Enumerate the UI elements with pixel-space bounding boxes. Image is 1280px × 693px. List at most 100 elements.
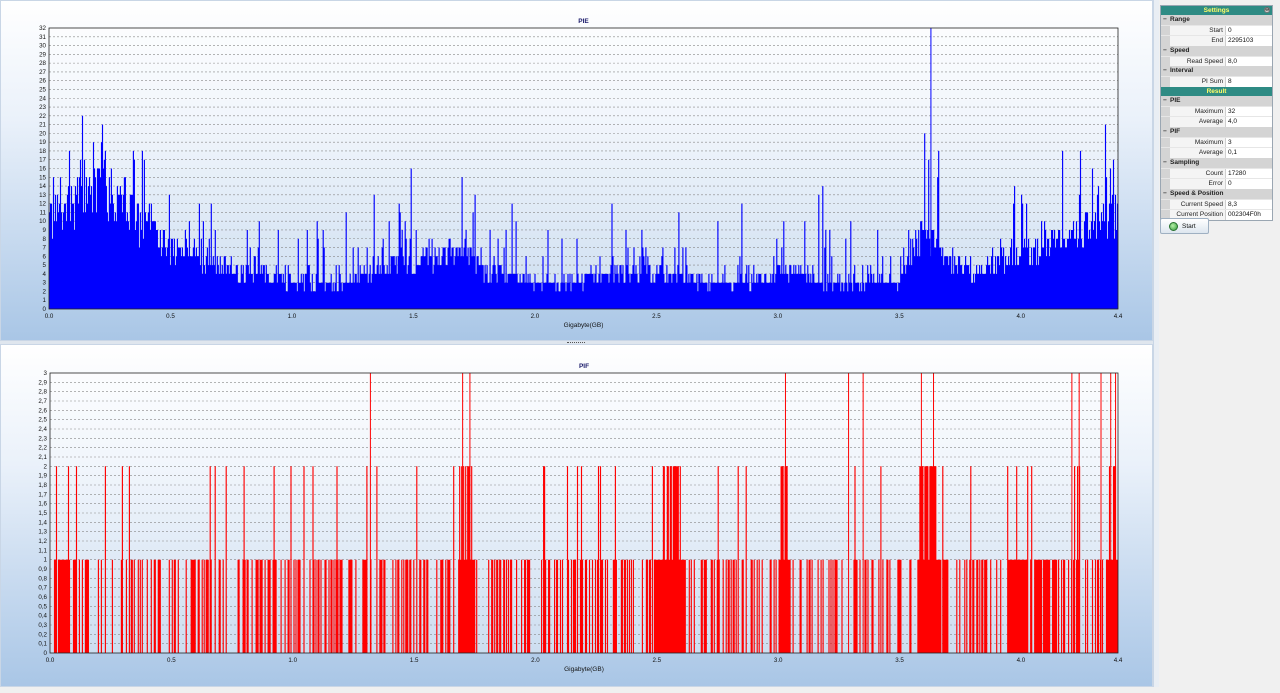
y-tick-label: 7 — [43, 245, 47, 252]
property-value[interactable]: 32 — [1228, 107, 1236, 115]
x-tick-label: 0.5 — [166, 313, 175, 320]
horizontal-splitter[interactable] — [0, 341, 1153, 344]
y-tick-label: 11 — [40, 209, 47, 216]
row-gutter — [1161, 137, 1170, 148]
y-tick-label: 0,5 — [38, 603, 47, 610]
row-gutter — [1161, 56, 1170, 67]
splitter-grip[interactable] — [567, 342, 585, 344]
y-tick-label: 2,2 — [38, 445, 47, 452]
y-tick-label: 9 — [43, 227, 47, 234]
category-interval[interactable]: − Interval — [1161, 66, 1272, 77]
row-gutter — [1161, 179, 1170, 189]
y-tick-label: 23 — [39, 104, 46, 111]
y-tick-label: 25 — [39, 86, 46, 93]
category-speed[interactable]: − Speed — [1161, 46, 1272, 56]
property-name: PI Sum — [1170, 77, 1226, 87]
y-tick-label: 10 — [39, 218, 46, 225]
property-name: Start — [1170, 25, 1226, 36]
property-name: Current Speed — [1170, 199, 1226, 210]
x-tick-label: 1.0 — [288, 657, 297, 664]
vertical-splitter[interactable] — [1153, 0, 1159, 687]
collapse-icon[interactable]: ⊖ — [1264, 7, 1270, 13]
y-tick-label: 1,8 — [38, 482, 47, 489]
pif-chart: 0 0,1 0,2 0,3 0,4 0,5 0,6 0,7 0,8 0,9 1 1,1 1,2 1,3 1,… — [38, 363, 1122, 673]
collapse-toggle-icon[interactable]: − — [1163, 67, 1167, 75]
collapse-toggle-icon[interactable]: − — [1163, 127, 1167, 135]
chart-title: PIE — [578, 18, 589, 25]
collapse-toggle-icon[interactable]: − — [1163, 47, 1167, 55]
x-tick-label: 2.0 — [531, 657, 540, 664]
x-tick-label: 3.5 — [895, 313, 904, 320]
settings-groups: − Range Start 0 End 2295103− Speed Read Speed 8,… — [1161, 15, 1272, 87]
y-tick-label: 2,5 — [38, 417, 47, 424]
y-tick-label: 0,2 — [38, 631, 47, 638]
property-value[interactable]: 4,0 — [1228, 118, 1238, 126]
category-speed-position[interactable]: − Speed & Position — [1161, 189, 1272, 199]
y-tick-label: 2 — [43, 288, 47, 295]
collapse-toggle-icon[interactable]: − — [1163, 190, 1167, 197]
pif-chart-panel: 0 0,1 0,2 0,3 0,4 0,5 0,6 0,7 0,8 0,9 1 1,1 1,2 1,3 1,… — [0, 344, 1153, 687]
row-gutter — [1161, 148, 1170, 158]
property-value[interactable]: 002304F0h — [1228, 211, 1261, 219]
y-tick-label: 26 — [39, 78, 46, 85]
collapse-toggle-icon[interactable]: − — [1163, 96, 1167, 104]
y-tick-label: 2,4 — [38, 426, 47, 433]
category-label: Interval — [1170, 67, 1194, 75]
property-value[interactable]: 3 — [1228, 138, 1232, 146]
property-name: Current Position — [1170, 210, 1226, 221]
y-tick-label: 0,7 — [38, 585, 47, 592]
y-tick-label: 0,4 — [38, 613, 47, 620]
pie-chart: 0123456789101112131415161718192021222324… — [39, 18, 1123, 329]
property-value[interactable]: 0,1 — [1228, 149, 1238, 157]
chart-title: PIF — [579, 363, 589, 370]
category-label: PIE — [1170, 96, 1181, 104]
property-value[interactable]: 0 — [1228, 180, 1232, 188]
x-tick-label: 4.4 — [1114, 313, 1123, 320]
y-tick-label: 21 — [39, 122, 46, 129]
y-tick-label: 27 — [39, 69, 46, 76]
settings-panel: Settings ⊖ − Range Start 0 End 2295103− Speed R… — [1160, 5, 1273, 222]
y-tick-label: 1,9 — [38, 473, 47, 480]
settings-header-label: Settings — [1203, 7, 1230, 14]
category-range[interactable]: − Range — [1161, 15, 1272, 25]
category-pie[interactable]: − PIE — [1161, 95, 1272, 106]
row-gutter — [1161, 36, 1170, 47]
property-name: Count — [1170, 168, 1226, 179]
property-value[interactable]: 0 — [1228, 26, 1232, 34]
pie-bar-series — [48, 115, 1119, 309]
property-value[interactable]: 8,3 — [1228, 200, 1238, 208]
category-sampling[interactable]: − Sampling — [1161, 157, 1272, 168]
y-tick-label: 0,6 — [38, 594, 47, 601]
category-label: Speed — [1170, 47, 1190, 55]
collapse-toggle-icon[interactable]: − — [1163, 16, 1167, 23]
start-button[interactable]: Start — [1160, 218, 1209, 234]
property-value[interactable]: 2295103 — [1228, 37, 1254, 45]
row-gutter — [1161, 210, 1170, 221]
property-row: Count 17280 — [1161, 167, 1272, 179]
property-name: Error — [1170, 179, 1226, 189]
row-gutter — [1161, 117, 1170, 127]
y-tick-label: 22 — [39, 113, 46, 120]
y-tick-label: 14 — [39, 183, 46, 190]
y-tick-label: 0 — [44, 650, 48, 657]
x-tick-label: 1.5 — [409, 313, 418, 320]
property-row: Read Speed 8,0 — [1161, 55, 1272, 67]
y-tick-label: 0,9 — [38, 566, 47, 573]
property-value[interactable]: 8 — [1228, 78, 1232, 86]
property-value[interactable]: 8,0 — [1228, 57, 1238, 65]
pif-bars — [53, 373, 1119, 653]
category-pif[interactable]: − PIF — [1161, 126, 1272, 137]
y-tick-label: 19 — [39, 139, 46, 146]
x-tick-label: 0.0 — [46, 657, 55, 664]
property-value[interactable]: 17280 — [1228, 169, 1247, 177]
result-header-label: Result — [1206, 87, 1227, 95]
collapse-toggle-icon[interactable]: − — [1163, 158, 1167, 166]
y-tick-label: 8 — [43, 236, 47, 243]
row-gutter — [1161, 25, 1170, 36]
x-tick-label: 4.0 — [1017, 313, 1026, 320]
y-tick-label: 17 — [39, 157, 46, 164]
property-row: Error 0 — [1161, 178, 1272, 189]
property-row: PI Sum 8 — [1161, 76, 1272, 87]
y-tick-label: 1 — [44, 557, 48, 564]
result-header: Result — [1161, 86, 1272, 96]
